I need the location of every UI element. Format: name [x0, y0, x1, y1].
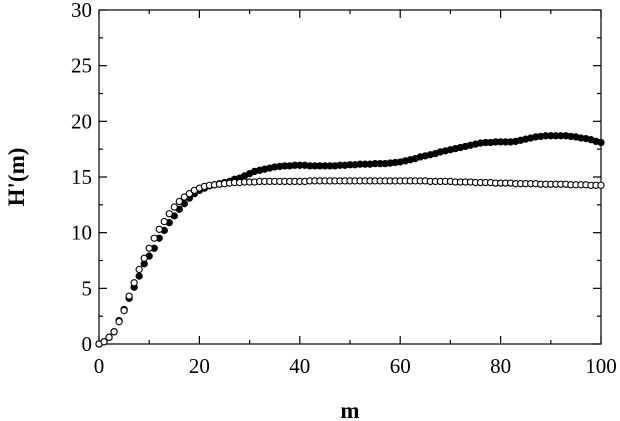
open-data-point: [115, 318, 123, 326]
open-data-point: [175, 197, 183, 206]
axis-tick-labels: 0 20 40 60 80 100 0 5 10 15 20 25 30: [71, 0, 617, 378]
x-axis-title: m: [340, 398, 359, 421]
x-tick-label: 60: [390, 354, 411, 378]
y-tick-label: 30: [71, 0, 92, 22]
plot-frame: [98, 9, 602, 345]
open-data-point: [125, 292, 133, 300]
open-data-point: [155, 225, 163, 233]
filled-data-point: [597, 138, 605, 147]
y-tick-label: 25: [71, 54, 92, 78]
x-tick-label: 20: [189, 354, 210, 378]
open-data-point: [180, 193, 188, 201]
open-data-point: [100, 338, 108, 346]
y-tick-label: 5: [82, 276, 93, 300]
open-data-point: [185, 190, 194, 198]
y-tick-label: 15: [71, 165, 92, 189]
open-data-point: [150, 234, 158, 242]
open-data-point: [597, 181, 605, 189]
open-data-point: [140, 254, 148, 262]
open-data-point: [110, 328, 118, 336]
x-tick-label: 80: [490, 354, 511, 378]
x-tick-label: 100: [585, 354, 617, 378]
open-data-point: [105, 333, 113, 341]
open-data-point: [160, 217, 168, 226]
y-axis-title: H'(m): [4, 148, 29, 207]
x-tick-label: 40: [289, 354, 310, 378]
open-data-point: [165, 210, 173, 218]
open-data-point: [120, 306, 128, 315]
open-data-point: [170, 203, 178, 211]
filled-data-point: [135, 272, 143, 280]
open-data-point: [135, 265, 143, 274]
open-data-point: [145, 244, 153, 252]
axis-ticks: [98, 9, 602, 345]
x-tick-label: 0: [94, 354, 105, 378]
y-tick-label: 10: [71, 221, 92, 245]
y-tick-label: 20: [71, 109, 92, 133]
y-tick-label: 0: [82, 332, 93, 356]
data-points: [95, 132, 605, 348]
open-data-point: [130, 279, 138, 287]
